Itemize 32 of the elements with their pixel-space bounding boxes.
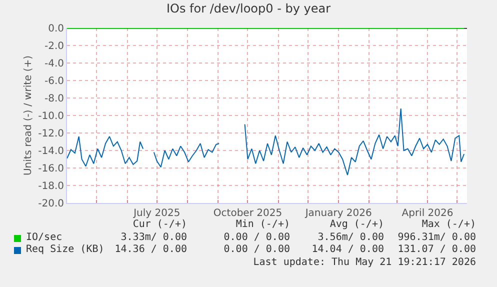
y-tick-label: 0.0	[48, 24, 64, 34]
y-tick-label: -8.0	[44, 94, 64, 104]
text: 0.00 / 0.00	[224, 244, 290, 255]
text: 14.04 / 0.00	[312, 244, 384, 255]
text: 3.33m/ 0.00	[120, 232, 187, 242]
legend-label: IO/sec	[26, 232, 62, 242]
y-tick-label: -4.0	[44, 58, 64, 70]
y-tick-label: -16.0	[38, 164, 64, 174]
x-tick-label: July 2025	[132, 208, 180, 219]
chart-title: IOs for /dev/loop0 - by year	[166, 2, 331, 16]
text: Min (-/+)	[236, 219, 290, 230]
y-tick-label: -2.0	[44, 41, 64, 52]
y-tick-label: -14.0	[38, 146, 64, 157]
text: 14.36 / 0.00	[114, 244, 187, 255]
text: 0.00 / 0.00	[224, 232, 290, 242]
y-axis-title: Units read (-) / write (+)	[23, 55, 34, 176]
x-tick-label: January 2026	[304, 208, 372, 219]
text: 3.56m/ 0.00	[318, 232, 384, 242]
text: 996.31m/ 0.00	[398, 232, 476, 242]
y-tick-label: -6.0	[44, 76, 64, 87]
x-tick-label: October 2025	[213, 208, 282, 219]
y-tick-label: -12.0	[38, 128, 64, 140]
text: Last update: Thu May 21 19:21:17 2026	[253, 256, 476, 268]
y-tick-label: -20.0	[38, 198, 64, 210]
text: Avg (-/+)	[330, 219, 384, 230]
legend-label: Req Size (KB)	[26, 244, 104, 255]
text: Max (-/+)	[422, 219, 476, 230]
y-tick-label: -18.0	[38, 181, 64, 192]
x-tick-label: April 2026	[402, 208, 454, 219]
y-tick-label: -10.0	[38, 111, 64, 122]
text: 131.07 / 0.00	[398, 244, 476, 255]
text: Cur (-/+)	[132, 219, 187, 230]
